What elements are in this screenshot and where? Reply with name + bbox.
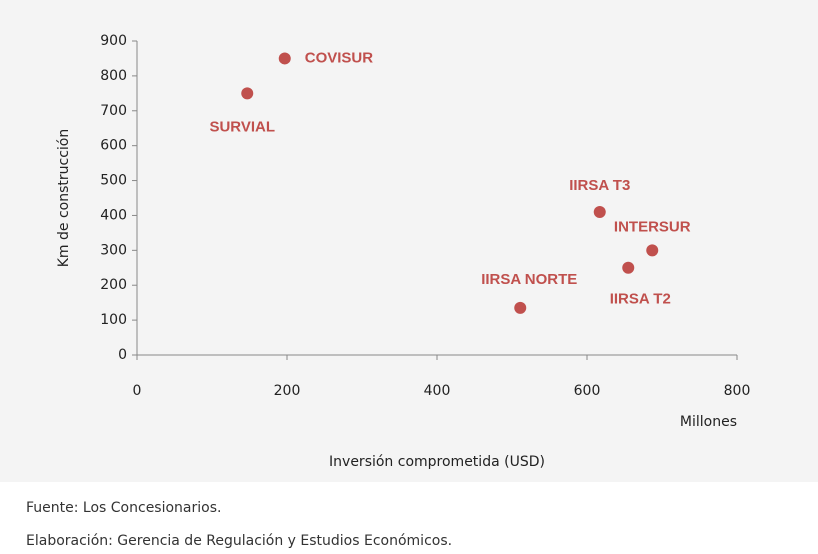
point <box>278 52 291 65</box>
y-tick-label: 100 <box>100 312 127 328</box>
y-tick-label: 600 <box>100 138 127 154</box>
point-label: IIRSA T2 <box>610 291 671 308</box>
x-tick-label: 600 <box>574 383 601 399</box>
point-label: IIRSA NORTE <box>481 271 577 288</box>
y-tick-label: 700 <box>100 103 127 119</box>
x-tick-label: 200 <box>274 383 301 399</box>
point <box>646 244 659 257</box>
x-axis-label: Inversión comprometida (USD) <box>329 454 545 470</box>
point-label: COVISUR <box>305 49 374 66</box>
y-tick-label: 900 <box>100 33 127 49</box>
point <box>241 87 254 100</box>
chart-background <box>0 0 818 482</box>
point <box>514 301 527 314</box>
point-label: INTERSUR <box>614 218 691 235</box>
point-label: IIRSA T3 <box>569 177 630 194</box>
x-unit-note: Millones <box>680 414 737 430</box>
point-label: SURVIAL <box>209 118 275 135</box>
x-tick-label: 400 <box>424 383 451 399</box>
source-note: Fuente: Los Concesionarios. <box>26 500 221 516</box>
y-tick-label: 800 <box>100 68 127 84</box>
x-tick-label: 800 <box>724 383 751 399</box>
credit-note: Elaboración: Gerencia de Regulación y Es… <box>26 533 452 549</box>
y-axis-label: Km de construcción <box>56 129 72 268</box>
y-tick-label: 500 <box>100 173 127 189</box>
point <box>622 261 635 274</box>
y-tick-label: 200 <box>100 277 127 293</box>
y-tick-label: 300 <box>100 242 127 258</box>
y-tick-label: 0 <box>118 347 127 363</box>
x-tick-label: 0 <box>133 383 142 399</box>
y-tick-label: 400 <box>100 207 127 223</box>
point <box>593 205 606 218</box>
